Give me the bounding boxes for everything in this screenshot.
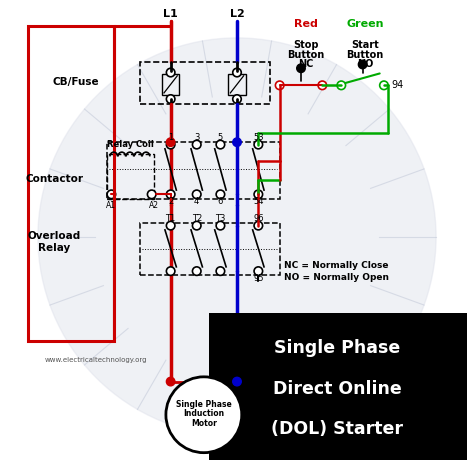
Circle shape [233,68,241,77]
Text: 2: 2 [168,197,173,206]
Text: A1: A1 [106,201,117,210]
Circle shape [192,221,201,230]
Circle shape [233,138,241,146]
Text: T2: T2 [191,214,202,223]
Text: Button: Button [346,50,383,60]
Circle shape [38,38,436,436]
Bar [28,26,114,341]
Text: Relay Coil: Relay Coil [107,140,154,149]
Text: www.electricaltechnology.org: www.electricaltechnology.org [45,357,147,363]
Bar [228,74,246,95]
Text: 4: 4 [194,197,200,206]
Text: Direct Online: Direct Online [273,380,402,398]
Circle shape [192,140,201,149]
Text: CB/Fuse: CB/Fuse [53,76,99,87]
Text: Stop: Stop [293,40,319,50]
Text: NO: NO [357,59,373,69]
Circle shape [166,190,175,199]
Text: L1: L1 [163,9,178,19]
Text: NC = Normally Close: NC = Normally Close [284,261,389,270]
Circle shape [358,60,367,69]
Text: Single Phase: Single Phase [274,339,401,357]
Circle shape [166,267,175,275]
Circle shape [147,190,156,199]
Text: NC: NC [298,59,313,69]
Text: Induction: Induction [183,409,224,418]
Bar [140,223,280,275]
Text: 1: 1 [168,133,173,142]
Circle shape [166,140,175,149]
Text: L2: L2 [229,9,245,19]
Circle shape [216,221,225,230]
Circle shape [254,140,263,149]
Bar [107,142,280,199]
Text: 6: 6 [218,197,223,206]
Text: NO = Normally Open: NO = Normally Open [284,273,390,282]
Text: 53: 53 [253,133,264,142]
Circle shape [166,68,175,77]
Text: Button: Button [287,50,324,60]
Circle shape [297,64,305,73]
Text: 54: 54 [253,197,264,206]
Circle shape [166,377,242,453]
Text: Single Phase: Single Phase [176,400,232,409]
Circle shape [216,190,225,199]
Circle shape [216,140,225,149]
Circle shape [166,95,175,103]
Circle shape [233,377,241,386]
Text: A2: A2 [149,201,159,210]
Circle shape [166,221,175,230]
Bar [140,62,270,104]
Circle shape [192,267,201,275]
Circle shape [107,190,116,199]
Circle shape [233,95,241,103]
Circle shape [380,81,388,90]
Circle shape [254,221,263,230]
Text: Contactor: Contactor [26,174,83,184]
Circle shape [166,138,175,146]
Text: 94: 94 [391,80,403,91]
Bar [209,313,467,460]
Text: (DOL) Starter: (DOL) Starter [272,420,403,438]
Text: Motor: Motor [191,419,217,428]
Circle shape [318,81,327,90]
Text: Green: Green [346,18,384,29]
Text: Red: Red [294,18,318,29]
Text: T1: T1 [165,214,176,223]
Text: Overload
Relay: Overload Relay [28,231,81,253]
Text: T3: T3 [215,214,226,223]
Text: 95: 95 [253,274,264,283]
Circle shape [216,267,225,275]
Circle shape [337,81,346,90]
Bar [162,74,179,95]
Text: 3: 3 [194,133,200,142]
Text: 96: 96 [253,214,264,223]
Bar [107,154,154,199]
Circle shape [254,267,263,275]
Circle shape [192,190,201,199]
Text: Start: Start [351,40,379,50]
Circle shape [166,377,175,386]
Circle shape [275,81,284,90]
Circle shape [254,190,263,199]
Text: 5: 5 [218,133,223,142]
